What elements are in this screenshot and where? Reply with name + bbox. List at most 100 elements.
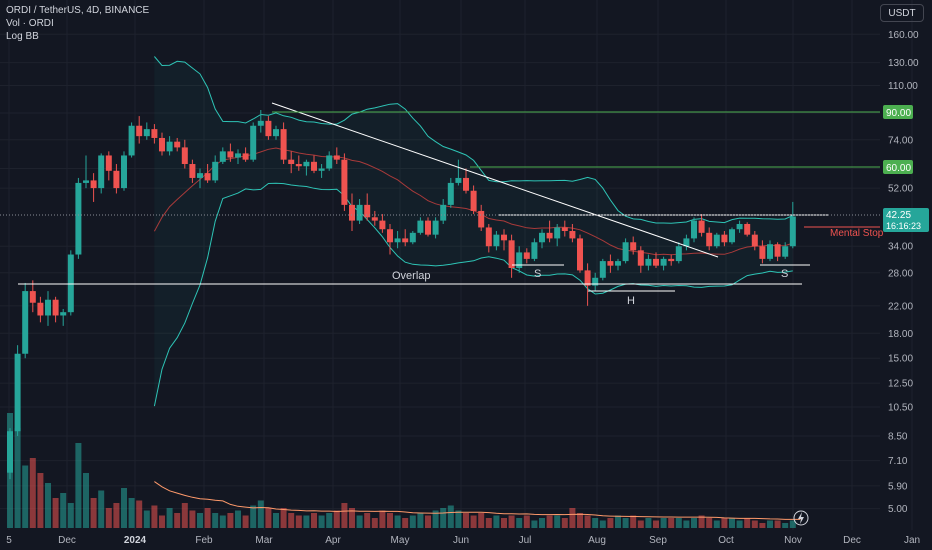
- candle-countdown: 16:16:23: [886, 221, 921, 231]
- volume-bar: [645, 518, 652, 528]
- volume-bar: [379, 510, 386, 528]
- volume-moving-average: [154, 481, 801, 520]
- volume-bar: [45, 483, 51, 528]
- candle-body: [349, 204, 355, 221]
- price-axis-tags: 90.00 60.00 42.25 16:16:23: [883, 105, 929, 232]
- time-tick-label: 5: [6, 535, 12, 546]
- candle-body: [417, 220, 424, 233]
- volume-bar: [371, 518, 378, 528]
- candle-body: [67, 254, 74, 313]
- time-tick-label: May: [391, 535, 410, 546]
- candle-body: [470, 190, 477, 211]
- head-label: H: [627, 295, 635, 307]
- volume-bar: [128, 498, 135, 528]
- time-axis[interactable]: 5 Dec 2024 Feb Mar Apr May Jun Jul Aug Sep Oct Nov De…: [6, 535, 920, 546]
- volume-bar: [75, 443, 82, 528]
- currency-button[interactable]: USDT: [880, 4, 924, 22]
- candle-body: [90, 180, 97, 189]
- price-axis[interactable]: 160.00 130.00 110.00 90.00 74.00 60.00 52.00 34…: [888, 30, 919, 515]
- candle-body: [744, 223, 751, 235]
- candle-body: [455, 177, 462, 183]
- bollinger-indicator-title[interactable]: Log BB: [6, 31, 39, 42]
- time-tick-label: Feb: [195, 535, 213, 546]
- volume-bar: [349, 508, 355, 528]
- candle-body: [212, 161, 219, 181]
- volume-bar: [706, 518, 713, 528]
- candle-body: [774, 244, 781, 257]
- volume-bar: [364, 513, 371, 528]
- lightning-icon[interactable]: [793, 510, 809, 526]
- candle-body: [204, 173, 211, 181]
- price-tick-label: 15.00: [888, 354, 913, 365]
- candle-body: [364, 204, 371, 218]
- candle-body: [523, 252, 530, 259]
- candle-body: [265, 120, 272, 137]
- volume-bar: [729, 518, 735, 528]
- volume-bar: [242, 515, 249, 528]
- volume-bar: [668, 518, 675, 528]
- candle-body: [691, 220, 697, 239]
- candle-body: [22, 291, 29, 354]
- candle-body: [121, 155, 127, 189]
- candle-body: [554, 227, 561, 239]
- candle-body: [242, 153, 249, 160]
- candle-body: [485, 227, 492, 247]
- candle-body: [37, 302, 44, 316]
- volume-bar: [37, 473, 44, 528]
- candle-body: [174, 141, 181, 148]
- candle-body: [501, 234, 507, 241]
- volume-bar: [273, 513, 279, 528]
- candle-body: [637, 250, 644, 266]
- candle-body: [60, 312, 67, 316]
- volume-bar: [52, 498, 59, 528]
- candle-body: [75, 182, 82, 255]
- drawings-layer: Overlap S H S Mental Stop: [0, 102, 884, 307]
- descending-trendline[interactable]: [271, 102, 719, 258]
- candle-body: [52, 299, 59, 316]
- volume-bar: [121, 488, 127, 528]
- volume-bar: [432, 510, 439, 528]
- candle-body: [273, 129, 279, 137]
- volume-bar: [151, 505, 158, 528]
- candle-body: [280, 129, 287, 160]
- volume-bar: [136, 500, 143, 528]
- candle-body: [599, 261, 606, 278]
- candle-body: [98, 155, 105, 189]
- candle-body: [379, 220, 386, 230]
- candle-body: [341, 159, 348, 205]
- candlesticks: [7, 110, 796, 480]
- candle-body: [402, 238, 409, 243]
- volume-indicator-title[interactable]: Vol · ORDI: [6, 18, 54, 29]
- candle-body: [227, 151, 234, 158]
- candle-body: [295, 164, 302, 167]
- volume-bar: [546, 515, 553, 528]
- time-tick-label: Jan: [904, 535, 920, 546]
- volume-bar: [463, 513, 469, 528]
- volume-bar: [508, 515, 515, 528]
- candle-body: [105, 155, 112, 171]
- candle-body: [425, 220, 431, 235]
- price-tick-label: 34.00: [888, 242, 913, 253]
- volume-bar: [250, 505, 257, 528]
- volume-bar: [561, 518, 568, 528]
- candle-body: [113, 170, 120, 189]
- candle-body: [698, 220, 705, 233]
- candle-body: [128, 125, 135, 156]
- candle-body: [736, 223, 743, 230]
- volume-bar: [478, 513, 485, 528]
- volume-bar: [219, 515, 226, 528]
- symbol-title[interactable]: ORDI / TetherUS, 4D, BINANCE: [6, 5, 150, 16]
- candle-body: [615, 261, 621, 266]
- candle-body: [288, 159, 295, 165]
- volume-bar: [409, 515, 416, 528]
- candle-body: [592, 277, 599, 286]
- candle-body: [333, 155, 340, 160]
- candle-body: [151, 129, 158, 138]
- time-tick-label: Aug: [588, 535, 606, 546]
- overlap-label: Overlap: [392, 270, 431, 282]
- candle-body: [371, 217, 378, 221]
- price-tick-label: 18.00: [888, 329, 913, 340]
- volume-bar: [288, 513, 295, 528]
- volume-bar: [622, 518, 629, 528]
